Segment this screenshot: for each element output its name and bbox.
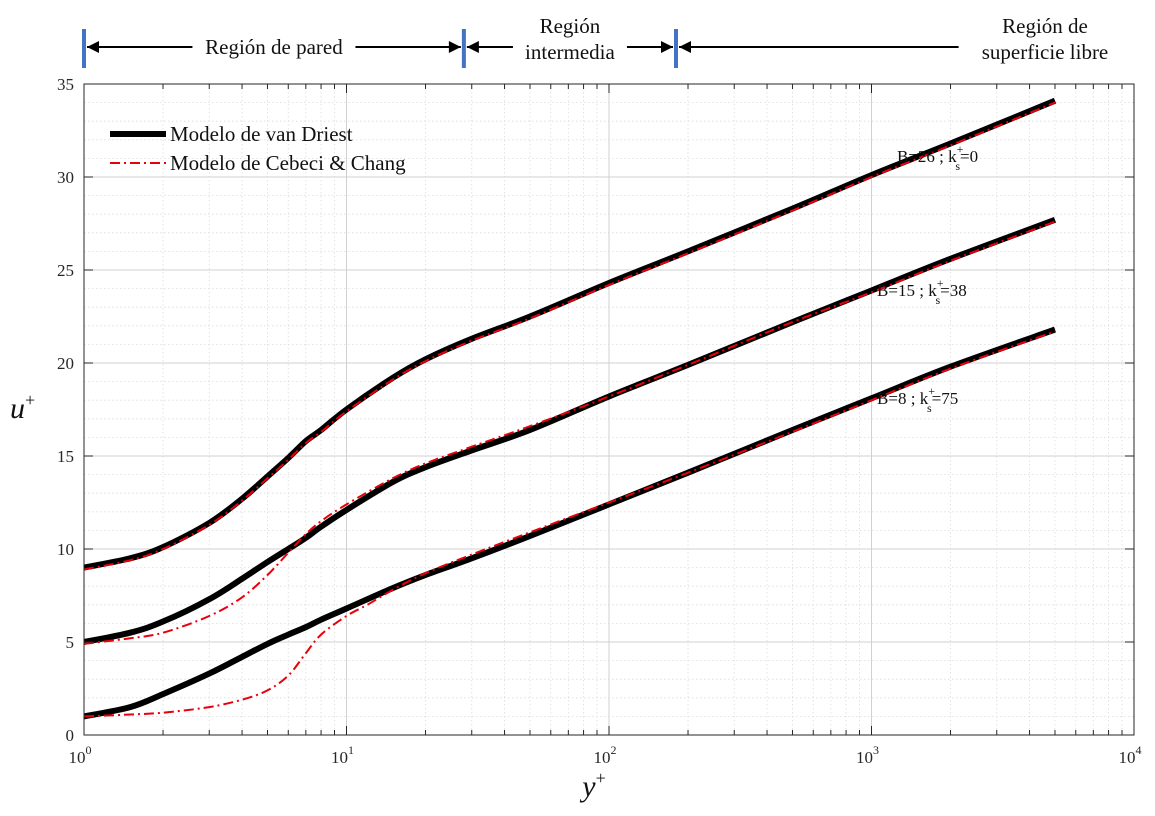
region-label: superficie libre [982, 40, 1109, 64]
curve-label: B=8 ; k+ s=75 [877, 384, 958, 415]
curve-label: B=26 ; k+ s=0 [897, 142, 978, 173]
region-label: intermedia [525, 40, 615, 64]
ticks [83, 83, 1135, 736]
curve-labels: B=26 ; k+ s=0 B=15 ; k+ s=38 B=8 ; k+ s=75 [877, 142, 978, 415]
series-line-cebeci-chang [83, 220, 1056, 645]
y-axis-title: u+ [10, 390, 35, 425]
arrow-left-icon [466, 41, 479, 53]
region-label: Región [540, 14, 601, 38]
x-tick-labels: 100 101 102 103 104 [69, 743, 1142, 767]
x-tick-label: 102 [594, 743, 617, 767]
y-tick-label: 35 [57, 75, 74, 94]
arrow-right-icon [661, 41, 674, 53]
series-line-van-driest [83, 326, 1057, 720]
region-label: Región de [1002, 14, 1088, 38]
x-tick-label: 103 [856, 743, 879, 767]
legend-label-cebeci-chang: Modelo de Cebeci & Chang [170, 151, 406, 175]
legend-label-van-driest: Modelo de van Driest [170, 122, 353, 146]
arrow-left-icon [87, 41, 99, 53]
y-tick-label: 10 [57, 540, 74, 559]
x-tick-label: 104 [1119, 743, 1142, 767]
x-axis-title: y+ [579, 768, 605, 803]
region-label: Región de pared [205, 35, 343, 59]
series-line-cebeci-chang [83, 101, 1056, 571]
y-tick-label: 25 [57, 261, 74, 280]
series-layer [83, 97, 1057, 720]
curve-label: B=15 ; k+ s=38 [877, 276, 967, 307]
y-tick-label: 30 [57, 168, 74, 187]
y-tick-label: 0 [66, 726, 75, 745]
y-tick-label: 15 [57, 447, 74, 466]
series-line-van-driest [83, 97, 1057, 571]
arrow-right-icon [448, 41, 461, 53]
y-tick-label: 5 [66, 633, 75, 652]
series-line-cebeci-chang [83, 330, 1056, 718]
x-tick-label: 100 [69, 743, 92, 767]
y-tick-labels: 0 5 10 15 20 25 30 35 [57, 75, 74, 745]
legend: Modelo de van Driest Modelo de Cebeci & … [110, 122, 406, 175]
x-tick-label: 101 [331, 743, 354, 767]
y-tick-label: 20 [57, 354, 74, 373]
arrow-left-icon [679, 41, 692, 53]
